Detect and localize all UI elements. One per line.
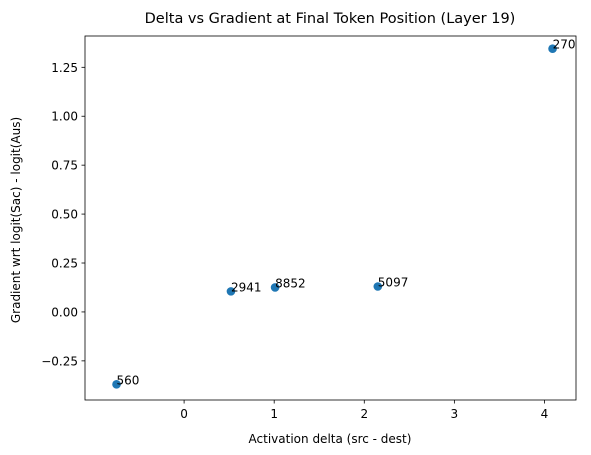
x-tick-label: 0	[180, 407, 188, 421]
scatter-point	[226, 287, 236, 296]
point-label: 8852	[275, 276, 306, 290]
point-label: 5097	[378, 275, 409, 289]
y-tick-label: 1.00	[51, 110, 78, 124]
y-tick-label: 0.50	[51, 208, 78, 222]
scatter-point	[112, 380, 121, 389]
y-axis-ticks: −0.25 0.00 0.25 0.50 0.75 1.00 1.25	[41, 61, 85, 368]
point-label: 560	[117, 373, 140, 387]
point-labels: 560 2941 8852 5097 270	[117, 38, 576, 388]
y-axis-label: Gradient wrt logit(Sac) - logit(Aus)	[9, 117, 23, 323]
point-label: 270	[553, 38, 576, 52]
x-tick-label: 4	[541, 407, 549, 421]
chart-title: Delta vs Gradient at Final Token Positio…	[145, 11, 516, 27]
plot-frame	[84, 35, 577, 401]
plot-area	[84, 35, 577, 401]
y-tick-label: 1.25	[51, 61, 78, 75]
scatter-point	[373, 282, 383, 291]
point-label: 2941	[231, 280, 262, 294]
data-points	[112, 44, 557, 389]
y-tick-label: 0.75	[51, 159, 78, 173]
y-tick-label: −0.25	[41, 354, 78, 368]
x-axis-label: Activation delta (src - dest)	[249, 432, 412, 446]
x-axis-ticks: 0 1 2 3 4	[180, 400, 548, 421]
x-tick-label: 3	[451, 407, 459, 421]
y-tick-label: 0.00	[51, 305, 78, 319]
scatter-point	[548, 44, 557, 54]
y-tick-label: 0.25	[51, 257, 78, 271]
x-tick-label: 1	[270, 407, 278, 421]
scatter-point	[270, 283, 280, 292]
x-tick-label: 2	[360, 407, 368, 421]
